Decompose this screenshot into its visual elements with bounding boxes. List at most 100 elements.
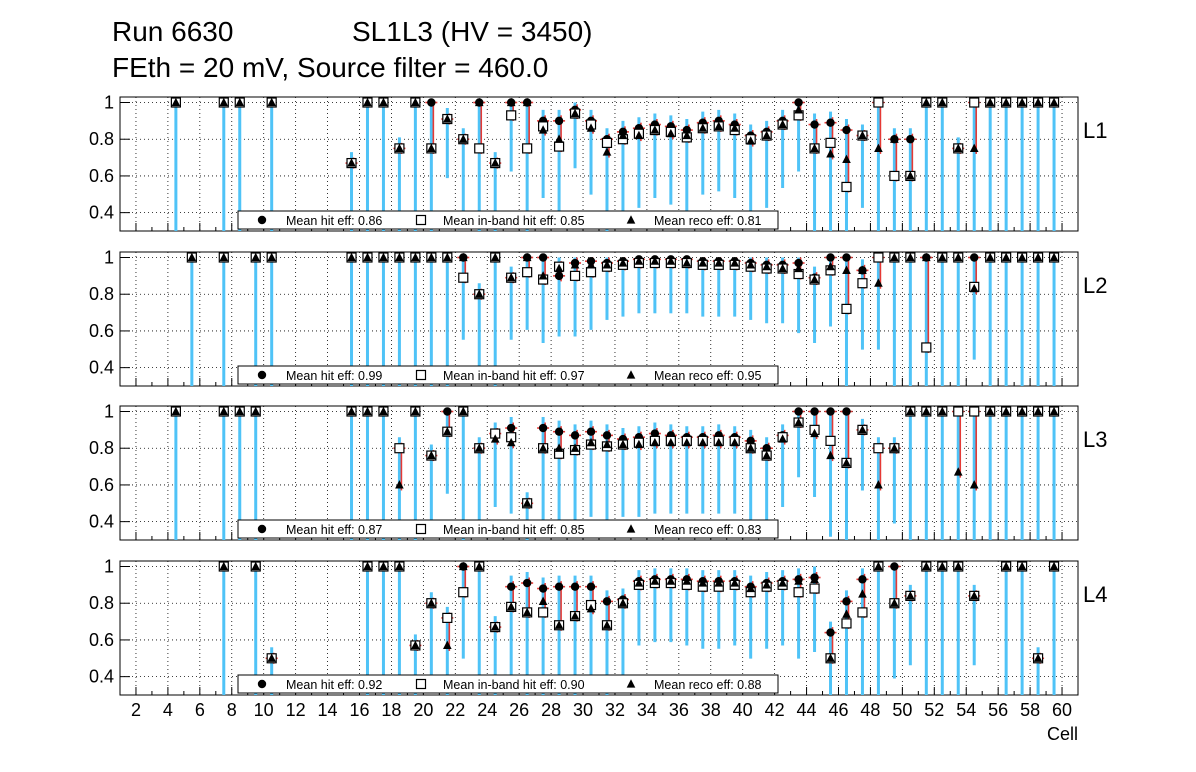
legend-band-marker xyxy=(415,214,427,226)
legend-box xyxy=(237,365,779,385)
reco-marker xyxy=(490,158,500,167)
reco-marker xyxy=(570,611,580,620)
x-tick-label: 26 xyxy=(509,700,529,720)
reco-marker xyxy=(874,143,883,152)
reco-marker xyxy=(570,260,580,269)
chamber-label: SL1L3 (HV = 3450) xyxy=(352,16,593,47)
reco-marker xyxy=(714,121,724,130)
hit-marker xyxy=(810,120,819,129)
reco-marker xyxy=(985,252,995,262)
legend-band-text: Mean in-band hit eff: 0.85 xyxy=(443,523,585,537)
reco-marker xyxy=(921,406,931,416)
reco-marker xyxy=(267,97,277,107)
hit-marker xyxy=(762,444,771,453)
reco-marker xyxy=(1001,252,1011,262)
legend-reco-text: Mean reco eff: 0.81 xyxy=(654,214,762,228)
band-marker xyxy=(857,607,868,618)
reco-marker xyxy=(906,252,915,262)
reco-marker xyxy=(810,143,819,152)
reco-marker xyxy=(778,119,787,129)
reco-marker xyxy=(554,443,564,452)
x-tick-label: 16 xyxy=(349,700,369,720)
reco-marker xyxy=(874,480,883,489)
reco-marker xyxy=(746,136,756,145)
reco-marker xyxy=(602,439,612,449)
legend-band-text: Mean in-band hit eff: 0.90 xyxy=(443,678,585,692)
reco-marker xyxy=(714,437,724,447)
legend: Mean hit eff: 0.92 Mean in-band hit eff: … xyxy=(237,674,779,694)
reco-marker xyxy=(794,105,803,114)
reco-marker xyxy=(395,480,404,489)
legend-hit-marker xyxy=(257,215,267,225)
legend-band-text: Mean in-band hit eff: 0.97 xyxy=(443,369,585,383)
reco-marker xyxy=(634,256,644,265)
reco-marker xyxy=(570,108,580,118)
reco-marker xyxy=(842,609,851,618)
x-tick-label: 24 xyxy=(477,700,497,720)
reco-marker xyxy=(921,252,931,262)
reco-marker xyxy=(251,561,261,571)
reco-marker xyxy=(666,256,676,265)
reco-marker xyxy=(666,576,676,585)
hit-marker xyxy=(427,98,436,107)
reco-marker xyxy=(411,97,420,107)
x-tick-label: 34 xyxy=(637,700,657,720)
reco-marker xyxy=(586,123,596,132)
reco-marker xyxy=(1049,97,1059,107)
reco-marker xyxy=(602,147,612,156)
hit-marker xyxy=(794,407,803,416)
reco-marker xyxy=(522,97,532,107)
reco-marker xyxy=(937,97,947,107)
band-marker xyxy=(857,278,868,289)
reco-marker xyxy=(411,640,420,650)
reco-marker xyxy=(953,143,963,152)
hit-marker xyxy=(826,407,835,416)
x-tick-label: 46 xyxy=(828,700,848,720)
x-tick-label: 52 xyxy=(924,700,944,720)
reco-marker xyxy=(969,283,979,293)
legend-box xyxy=(237,210,779,230)
hit-marker xyxy=(443,407,452,416)
reco-marker xyxy=(1049,252,1059,262)
hit-marker xyxy=(554,271,564,281)
reco-marker xyxy=(921,97,931,107)
reco-marker xyxy=(602,260,612,269)
reco-marker xyxy=(219,406,229,416)
hit-marker xyxy=(794,258,803,268)
panel-frame xyxy=(119,560,1079,696)
band-marker xyxy=(522,143,533,154)
reco-marker xyxy=(985,406,995,416)
reco-marker xyxy=(267,252,277,262)
reco-marker xyxy=(698,258,708,267)
reco-marker xyxy=(874,278,883,287)
y-tick-label: 0.8 xyxy=(89,284,114,304)
panel-l3: 0.4 0.6 0.8 1 Mean hit eff: 0.87 Mean in-band… xyxy=(89,402,1107,541)
band-marker xyxy=(458,272,469,283)
reco-marker xyxy=(554,134,564,143)
reco-marker xyxy=(682,258,692,267)
reco-marker xyxy=(858,130,867,140)
hit-marker xyxy=(890,562,899,571)
panel-label: L3 xyxy=(1083,427,1107,452)
reco-marker xyxy=(538,125,548,134)
reco-marker xyxy=(506,97,516,107)
reco-marker xyxy=(714,258,724,267)
reco-marker xyxy=(538,443,548,452)
reco-marker xyxy=(602,620,612,629)
x-tick-label: 18 xyxy=(381,700,401,720)
reco-marker xyxy=(618,258,628,267)
x-tick-label: 28 xyxy=(541,700,561,720)
band-marker xyxy=(825,435,836,446)
x-tick-label: 4 xyxy=(163,700,173,720)
reco-marker xyxy=(379,406,388,416)
reco-marker xyxy=(618,130,628,140)
reco-marker xyxy=(826,149,835,158)
reco-marker xyxy=(937,406,947,416)
reco-marker xyxy=(411,252,420,262)
reco-marker xyxy=(650,256,660,265)
x-tick-label: 8 xyxy=(227,700,237,720)
x-tick-label: 36 xyxy=(669,700,689,720)
reco-marker xyxy=(395,252,404,262)
reco-marker xyxy=(826,261,835,271)
legend-reco-marker xyxy=(626,524,636,533)
